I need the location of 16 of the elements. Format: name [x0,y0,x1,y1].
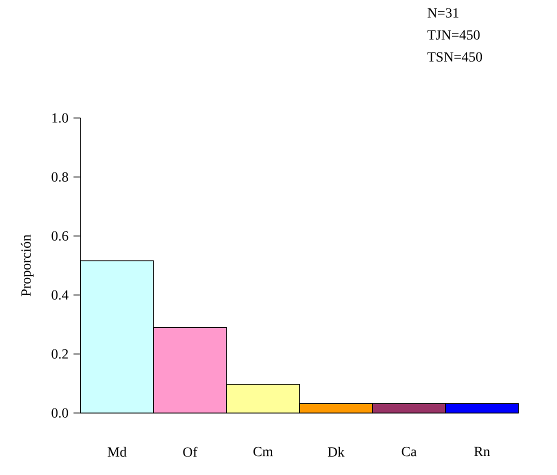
y-tick-label: 0.4 [52,290,68,300]
y-tick-label: 1.0 [52,113,68,123]
y-tick-label: 0.6 [52,231,68,241]
x-tick-label: Md [108,446,127,457]
x-tick-label: Rn [474,446,490,456]
y-axis-title: Proporción [20,234,34,296]
x-tick-label: Ca [402,446,417,456]
x-tick-label: Dk [328,446,345,457]
y-tick-label: 0.2 [52,349,68,359]
x-tick-label: Cm [253,446,273,456]
x-tick-label: Of [183,446,198,457]
y-tick-label: 0.0 [52,408,68,418]
y-tick-label: 0.8 [52,172,68,182]
text: TSN=450 [427,52,482,62]
text: N=31 [428,8,458,18]
text: TJN=450 [427,30,480,40]
